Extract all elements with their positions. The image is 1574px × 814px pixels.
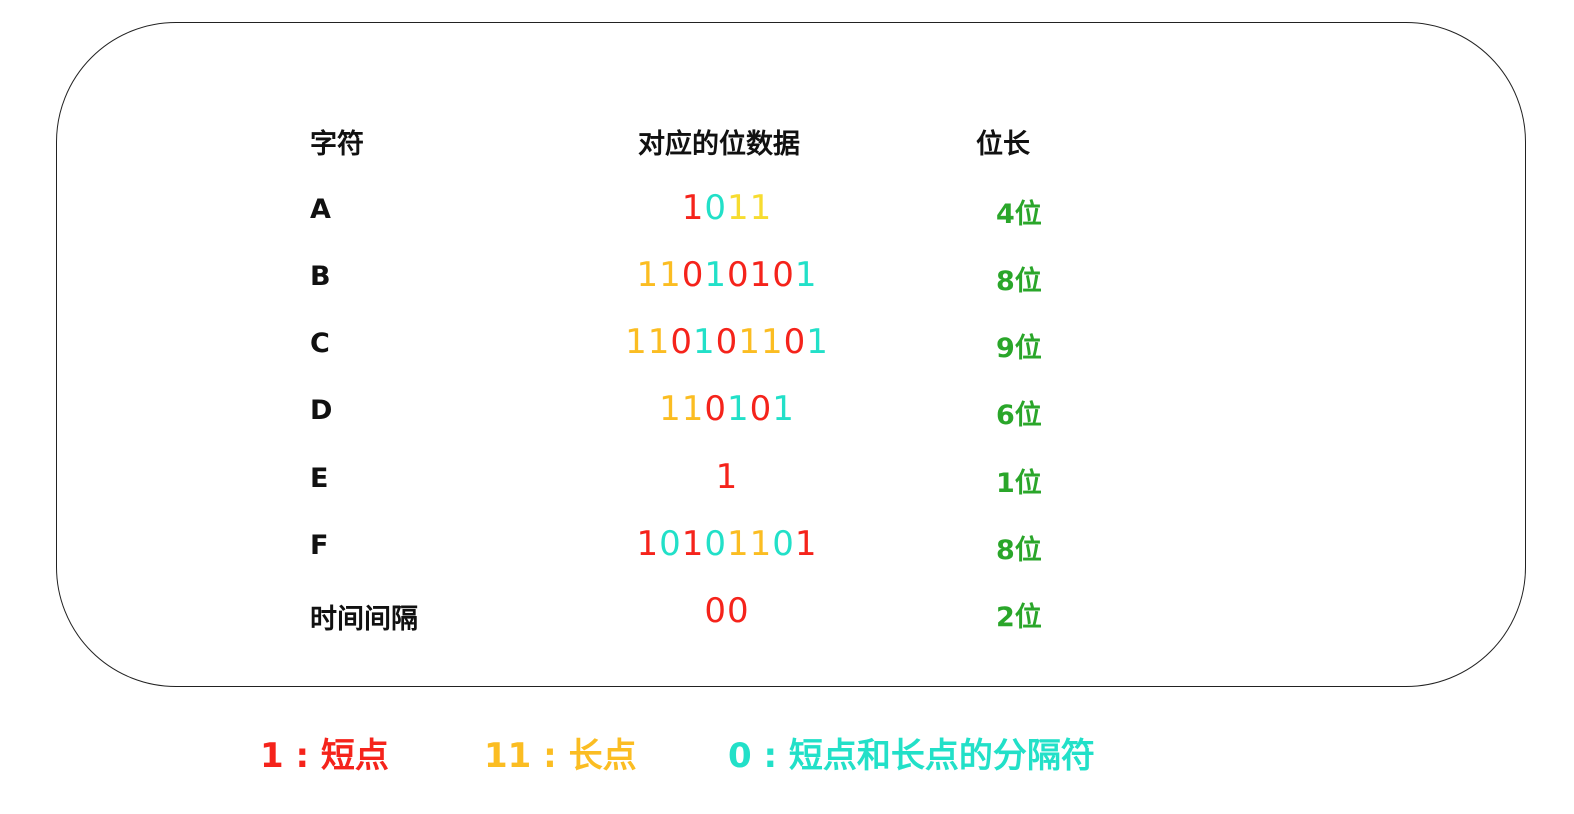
char-label: F: [310, 530, 329, 561]
bit-digit: 0: [715, 322, 739, 362]
bit-length: 9位: [996, 333, 1042, 364]
bit-data: 1: [716, 457, 739, 497]
bit-data: 1011: [682, 188, 773, 228]
bit-digit: 1: [727, 389, 750, 429]
header-char: 字符: [310, 129, 364, 160]
bit-digit: 0: [704, 524, 727, 564]
bit-data: 10101101: [636, 524, 817, 564]
bit-digit: 1: [681, 524, 705, 564]
bit-digit: 1: [681, 188, 705, 228]
bit-length: 4位: [996, 199, 1042, 230]
bit-digit: 0: [772, 255, 795, 295]
bit-digit: 1: [681, 389, 705, 429]
bit-digit: 1: [806, 322, 829, 362]
bit-digit: 1: [760, 322, 784, 362]
bit-digit: 1: [794, 255, 818, 295]
bit-digit: 1: [693, 322, 716, 362]
header-length: 位长: [976, 129, 1030, 160]
legend-item: 1 : 短点: [260, 736, 389, 776]
bit-digit: 0: [659, 524, 682, 564]
bit-digit: 1: [659, 389, 682, 429]
bit-data: 110101101: [625, 322, 829, 362]
bit-length: 6位: [996, 400, 1042, 431]
bit-digit: 0: [681, 255, 705, 295]
bit-digit: 1: [749, 255, 773, 295]
bit-digit: 1: [738, 322, 761, 362]
bit-data: 110101: [659, 389, 795, 429]
char-label: D: [310, 395, 333, 426]
bit-digit: 1: [727, 188, 750, 228]
bit-digit: 1: [636, 524, 660, 564]
bit-data: 11010101: [636, 255, 817, 295]
bit-digit: 1: [659, 255, 682, 295]
bit-length: 2位: [996, 602, 1042, 633]
bit-length: 8位: [996, 535, 1042, 566]
bit-digit: 0: [704, 389, 727, 429]
bit-data: 00: [704, 591, 749, 631]
char-label: B: [310, 261, 331, 292]
char-label: E: [310, 463, 329, 494]
bit-digit: 1: [715, 457, 739, 497]
legend-item: 0 : 短点和长点的分隔符: [728, 736, 1095, 776]
bit-digit: 1: [749, 524, 773, 564]
bit-digit: 1: [727, 524, 750, 564]
header-bits: 对应的位数据: [638, 129, 800, 160]
bit-digit: 1: [704, 255, 727, 295]
bit-digit: 1: [647, 322, 671, 362]
char-label: C: [310, 328, 330, 359]
bit-digit: 1: [794, 524, 818, 564]
bit-digit: 0: [783, 322, 807, 362]
char-label: A: [310, 194, 331, 225]
bit-length: 8位: [996, 266, 1042, 297]
bit-digit: 1: [749, 188, 773, 228]
bit-digit: 0: [704, 591, 727, 631]
bit-digit: 1: [636, 255, 660, 295]
bit-digit: 0: [670, 322, 694, 362]
bit-digit: 0: [772, 524, 795, 564]
bit-digit: 1: [772, 389, 795, 429]
char-label: 时间间隔: [310, 604, 418, 635]
bit-digit: 0: [749, 389, 773, 429]
legend-item: 11 : 长点: [484, 736, 637, 776]
bit-digit: 1: [625, 322, 648, 362]
bit-digit: 0: [704, 188, 727, 228]
bit-digit: 0: [727, 255, 750, 295]
rounded-frame: [56, 22, 1526, 687]
bit-digit: 0: [727, 591, 750, 631]
bit-length: 1位: [996, 468, 1042, 499]
